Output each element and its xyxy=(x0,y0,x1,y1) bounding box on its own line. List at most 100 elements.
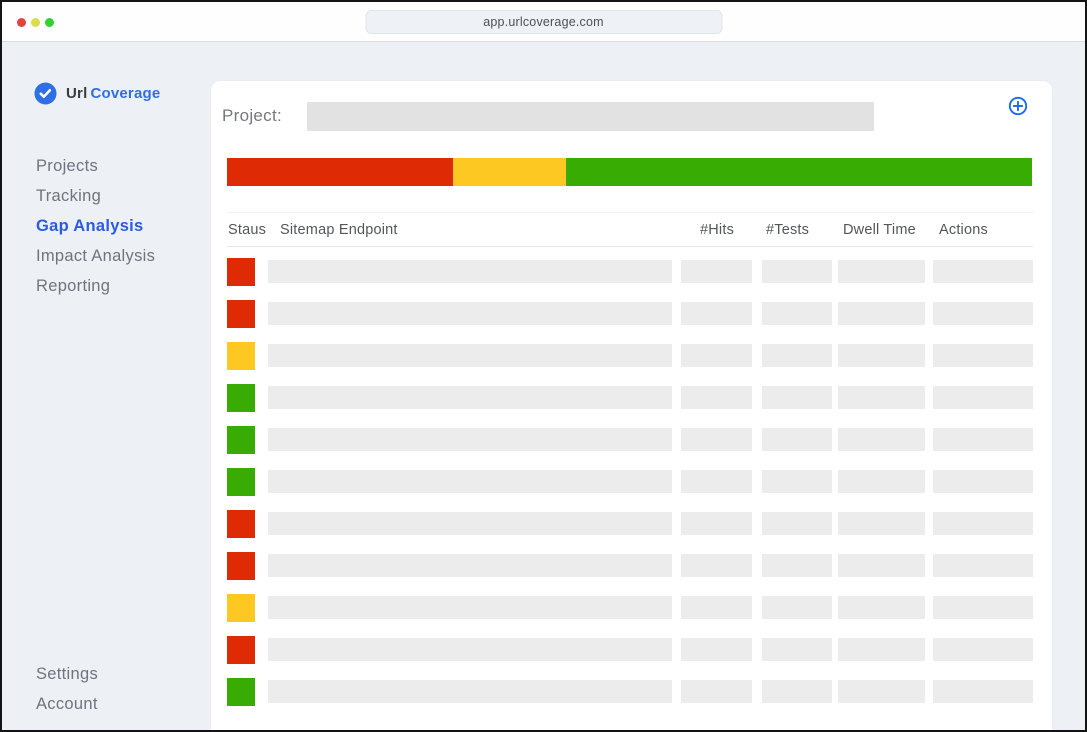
table-row xyxy=(227,384,1033,412)
hits-placeholder xyxy=(681,554,752,577)
column-header-status: Staus xyxy=(228,221,267,238)
hits-placeholder xyxy=(681,344,752,367)
table-header: Staus Sitemap Endpoint #Hits #Tests Dwel… xyxy=(227,212,1033,247)
status-indicator xyxy=(227,300,255,328)
column-header-dwell-time: Dwell Time xyxy=(843,221,916,238)
status-indicator xyxy=(227,384,255,412)
dwell-time-placeholder xyxy=(838,638,925,661)
app-body: Url Coverage Projects Tracking Gap Analysis… xyxy=(2,42,1085,730)
brand-logo: Url Coverage xyxy=(34,82,160,105)
tests-placeholder xyxy=(762,344,832,367)
status-indicator xyxy=(227,342,255,370)
table-row xyxy=(227,552,1033,580)
project-header: Project: xyxy=(222,96,1028,131)
endpoint-placeholder xyxy=(268,638,672,661)
hits-placeholder xyxy=(681,428,752,451)
endpoints-table: Staus Sitemap Endpoint #Hits #Tests Dwel… xyxy=(227,212,1033,706)
dwell-time-placeholder xyxy=(838,512,925,535)
status-indicator xyxy=(227,468,255,496)
address-bar[interactable]: app.urlcoverage.com xyxy=(365,10,722,34)
sidebar-item-gap-analysis[interactable]: Gap Analysis xyxy=(36,217,144,235)
status-indicator xyxy=(227,552,255,580)
plus-circle-icon xyxy=(1008,96,1028,116)
tests-placeholder xyxy=(762,260,832,283)
endpoint-placeholder xyxy=(268,302,672,325)
hits-placeholder xyxy=(681,470,752,493)
minimize-window-button[interactable] xyxy=(31,18,40,27)
coverage-segment-yellow xyxy=(453,158,566,186)
actions-placeholder xyxy=(933,428,1033,451)
sidebar-nav: Projects Tracking Gap Analysis Impact Analy… xyxy=(36,151,155,301)
table-row xyxy=(227,678,1033,706)
table-row xyxy=(227,258,1033,286)
table-row xyxy=(227,594,1033,622)
tests-placeholder xyxy=(762,302,832,325)
checkmark-circle-icon xyxy=(34,82,57,105)
actions-placeholder xyxy=(933,344,1033,367)
actions-placeholder xyxy=(933,470,1033,493)
sidebar-footer-nav: Settings Account xyxy=(36,659,98,719)
coverage-segment-green xyxy=(565,158,1032,186)
sidebar-item-account[interactable]: Account xyxy=(36,695,98,713)
brand-name-primary: Url xyxy=(66,85,88,102)
sidebar-item-settings[interactable]: Settings xyxy=(36,665,99,683)
dwell-time-placeholder xyxy=(838,302,925,325)
endpoint-placeholder xyxy=(268,512,672,535)
dwell-time-placeholder xyxy=(838,386,925,409)
endpoint-placeholder xyxy=(268,470,672,493)
table-row xyxy=(227,510,1033,538)
tests-placeholder xyxy=(762,386,832,409)
status-indicator xyxy=(227,258,255,286)
table-row xyxy=(227,468,1033,496)
actions-placeholder xyxy=(933,260,1033,283)
add-project-button[interactable] xyxy=(1008,96,1028,116)
dwell-time-placeholder xyxy=(838,428,925,451)
dwell-time-placeholder xyxy=(838,680,925,703)
sidebar-item-impact-analysis[interactable]: Impact Analysis xyxy=(36,247,156,265)
status-indicator xyxy=(227,594,255,622)
dwell-time-placeholder xyxy=(838,260,925,283)
hits-placeholder xyxy=(681,302,752,325)
table-row xyxy=(227,426,1033,454)
table-body xyxy=(227,258,1033,706)
actions-placeholder xyxy=(933,638,1033,661)
endpoint-placeholder xyxy=(268,428,672,451)
endpoint-placeholder xyxy=(268,386,672,409)
status-indicator xyxy=(227,636,255,664)
status-indicator xyxy=(227,678,255,706)
hits-placeholder xyxy=(681,638,752,661)
actions-placeholder xyxy=(933,302,1033,325)
table-row xyxy=(227,342,1033,370)
hits-placeholder xyxy=(681,596,752,619)
tests-placeholder xyxy=(762,554,832,577)
column-header-hits: #Hits xyxy=(700,221,735,238)
endpoint-placeholder xyxy=(268,554,672,577)
sidebar-item-projects[interactable]: Projects xyxy=(36,157,99,175)
dwell-time-placeholder xyxy=(838,470,925,493)
column-header-tests: #Tests xyxy=(766,221,810,238)
brand-name-secondary: Coverage xyxy=(90,85,161,102)
endpoint-placeholder xyxy=(268,260,672,283)
gap-analysis-panel: Project: Staus Sitemap Endpoint #Hits #T… xyxy=(210,80,1053,730)
sidebar-item-tracking[interactable]: Tracking xyxy=(36,187,102,205)
status-indicator xyxy=(227,510,255,538)
brand-name: Url Coverage xyxy=(66,85,160,102)
address-bar-url: app.urlcoverage.com xyxy=(483,15,604,29)
hits-placeholder xyxy=(681,680,752,703)
window-controls xyxy=(17,18,54,27)
sidebar-item-reporting[interactable]: Reporting xyxy=(36,277,111,295)
actions-placeholder xyxy=(933,386,1033,409)
column-header-endpoint: Sitemap Endpoint xyxy=(280,221,398,238)
tests-placeholder xyxy=(762,512,832,535)
zoom-window-button[interactable] xyxy=(45,18,54,27)
dwell-time-placeholder xyxy=(838,344,925,367)
close-window-button[interactable] xyxy=(17,18,26,27)
hits-placeholder xyxy=(681,386,752,409)
project-input[interactable] xyxy=(307,101,875,131)
browser-titlebar: app.urlcoverage.com xyxy=(2,2,1085,42)
dwell-time-placeholder xyxy=(838,596,925,619)
actions-placeholder xyxy=(933,680,1033,703)
project-label: Project: xyxy=(222,106,283,125)
tests-placeholder xyxy=(762,428,832,451)
